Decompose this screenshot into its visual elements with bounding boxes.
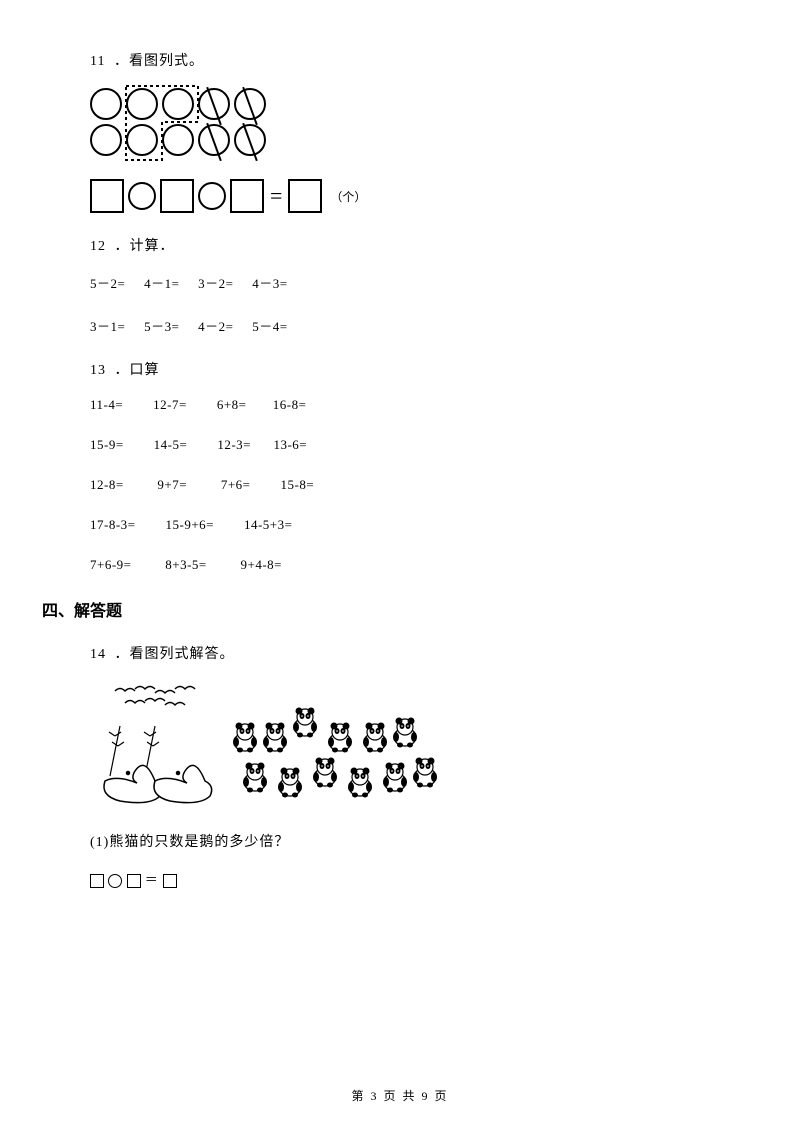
section-4-title: 四、解答题 <box>42 597 710 621</box>
circle-plain <box>90 88 122 120</box>
question-12: 12 ．计算． <box>90 235 710 255</box>
circle-crossed <box>198 124 230 156</box>
q13-row: 12-8= 9+7= 7+6= 15-8= <box>90 477 710 493</box>
q11-diagram <box>90 88 710 161</box>
operator-circle[interactable] <box>198 182 226 210</box>
circle-crossed <box>198 88 230 120</box>
q14-illustration <box>90 681 450 811</box>
circle-plain <box>126 124 158 156</box>
q11-equation: = （个） <box>90 179 710 213</box>
q11-title: ．看图列式。 <box>114 54 204 69</box>
equals-sign: = <box>270 183 282 209</box>
answer-box[interactable] <box>127 874 141 888</box>
q12-row2: 3－1= 5－3= 4－2= 5－4= <box>90 316 710 335</box>
diagram-row-2 <box>90 124 266 156</box>
answer-box[interactable] <box>160 179 194 213</box>
answer-box[interactable] <box>90 874 104 888</box>
circle-crossed <box>234 88 266 120</box>
q13-title: ．口算 <box>115 363 160 378</box>
q14-sub1-equation: ＝ <box>90 869 710 888</box>
q14-title: ．看图列式解答。 <box>115 647 235 662</box>
q13-row: 17-8-3= 15-9+6= 14-5+3= <box>90 517 710 533</box>
circle-plain <box>90 124 122 156</box>
q12-title: ．计算． <box>115 239 175 254</box>
question-14: 14 ．看图列式解答。 <box>90 643 710 663</box>
operator-circle[interactable] <box>108 874 122 888</box>
answer-box[interactable] <box>90 179 124 213</box>
q13-row: 11-4= 12-7= 6+8= 16-8= <box>90 397 710 413</box>
unit-label: （个） <box>330 188 366 205</box>
circle-crossed <box>234 124 266 156</box>
page-footer: 第 3 页 共 9 页 <box>0 1087 800 1104</box>
q13-number: 13 <box>90 363 106 378</box>
question-13: 13 ．口算 <box>90 359 710 379</box>
q14-number: 14 <box>90 647 106 662</box>
q13-row: 7+6-9= 8+3-5= 9+4-8= <box>90 557 710 573</box>
q11-number: 11 <box>90 54 105 69</box>
answer-box[interactable] <box>288 179 322 213</box>
q13-row: 15-9= 14-5= 12-3= 13-6= <box>90 437 710 453</box>
question-11: 11 ．看图列式。 <box>90 50 710 70</box>
circle-plain <box>162 88 194 120</box>
q12-number: 12 <box>90 239 106 254</box>
diagram-row-1 <box>90 88 266 120</box>
answer-box[interactable] <box>163 874 177 888</box>
circle-plain <box>162 124 194 156</box>
q14-sub1: (1)熊猫的只数是鹅的多少倍？ <box>90 831 710 851</box>
operator-circle[interactable] <box>128 182 156 210</box>
circle-plain <box>126 88 158 120</box>
answer-box[interactable] <box>230 179 264 213</box>
q12-row1: 5－2= 4－1= 3－2= 4－3= <box>90 273 710 292</box>
